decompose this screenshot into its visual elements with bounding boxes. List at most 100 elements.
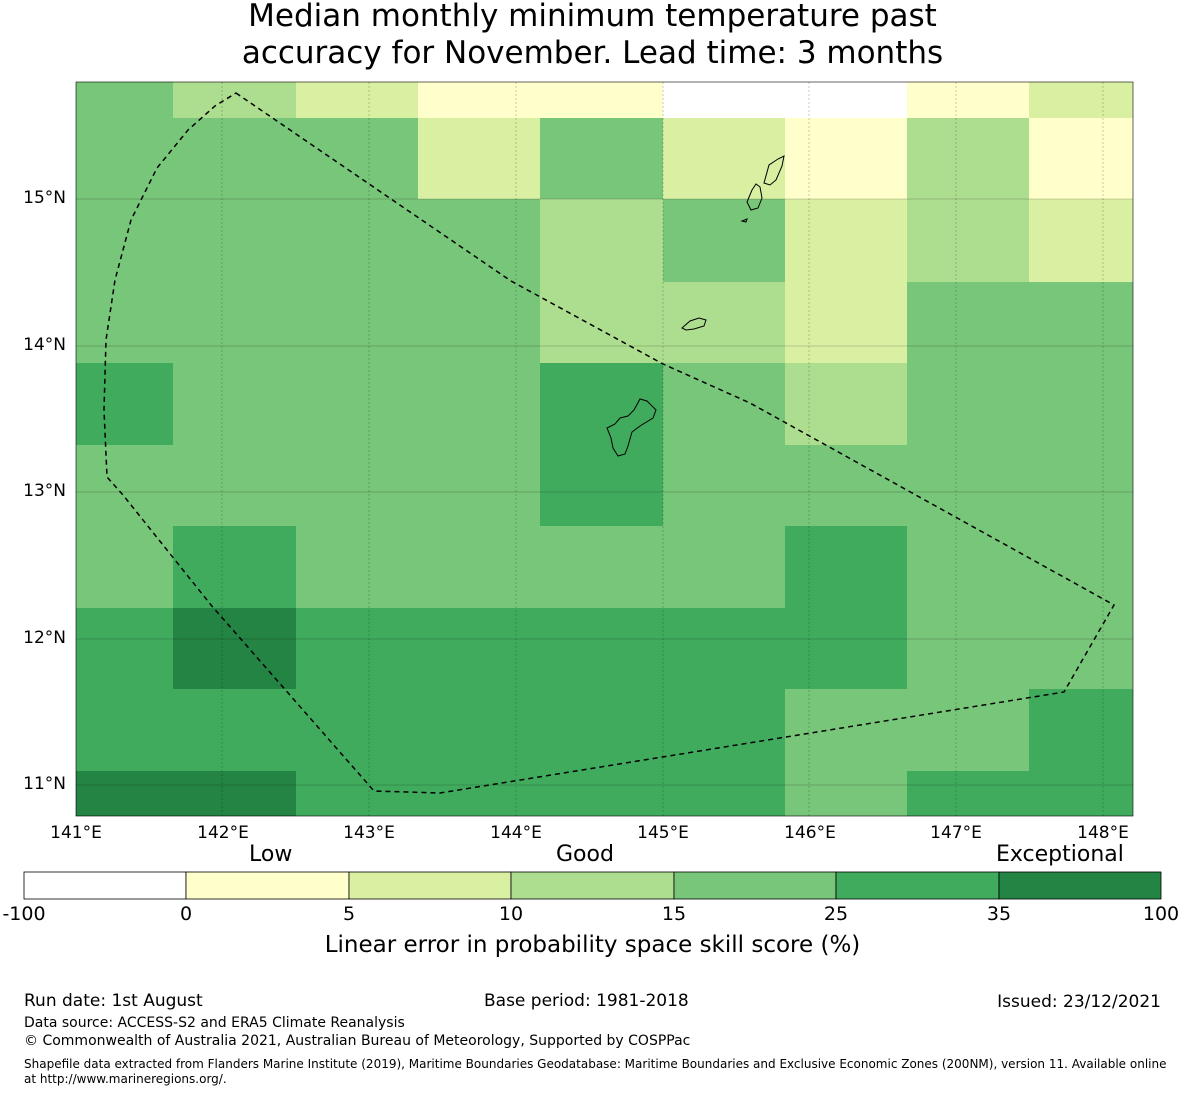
run-date: Run date: 1st August xyxy=(24,991,203,1011)
grid-cell xyxy=(418,689,540,771)
lon-label-148e: 148°E xyxy=(1077,823,1129,843)
grid-cell xyxy=(173,118,296,199)
grid-cell xyxy=(663,282,785,363)
lon-label-141e: 141°E xyxy=(50,823,102,843)
grid-cell xyxy=(663,526,785,608)
grid-cell xyxy=(540,199,663,282)
lat-label-12n: 12°N xyxy=(23,628,66,648)
issued-date: Issued: 23/12/2021 xyxy=(997,992,1161,1012)
grid-cell xyxy=(540,445,663,526)
colorbar-swatch xyxy=(23,871,187,900)
graticule xyxy=(76,82,1133,816)
grid-cell xyxy=(907,118,1029,199)
colorbar-tick: 0 xyxy=(179,903,193,925)
map-title: Median monthly minimum temperature past … xyxy=(0,0,1185,72)
grid-cell xyxy=(785,526,907,608)
grid-cell xyxy=(1029,199,1133,282)
grid-cell xyxy=(785,199,907,282)
colorbar-tick: 10 xyxy=(498,903,524,925)
tinian-island xyxy=(746,183,763,211)
lon-label-143e: 143°E xyxy=(343,823,395,843)
lon-label-142e: 142°E xyxy=(197,823,249,843)
grid-cell xyxy=(1029,608,1133,689)
grid-cell xyxy=(907,526,1029,608)
grid-cell xyxy=(296,608,418,689)
grid-cell xyxy=(1029,363,1133,445)
grid-cell xyxy=(540,82,663,118)
grid-cell xyxy=(173,771,296,816)
colorbar-tick: 15 xyxy=(661,903,687,925)
grid-cell xyxy=(173,282,296,363)
grid-cell xyxy=(76,199,173,282)
grid-cell xyxy=(296,82,418,118)
grid-cell xyxy=(296,118,418,199)
grid-cell xyxy=(785,282,907,363)
grid-cell xyxy=(663,82,785,118)
shapefile-credit-line-2: at http://www.marineregions.org/. xyxy=(24,1072,227,1086)
grid-cell xyxy=(173,363,296,445)
grid-cell xyxy=(663,445,785,526)
grid-cell xyxy=(296,282,418,363)
grid-cell xyxy=(296,526,418,608)
title-line-2: accuracy for November. Lead time: 3 mont… xyxy=(241,35,944,71)
lon-label-145e: 145°E xyxy=(637,823,689,843)
grid-cell xyxy=(418,199,540,282)
grid-cell xyxy=(76,608,173,689)
colorbar-swatch xyxy=(998,871,1162,900)
lon-label-144e: 144°E xyxy=(490,823,542,843)
band-label-exceptional: Exceptional xyxy=(996,842,1124,867)
grid-cell xyxy=(418,608,540,689)
grid-cell xyxy=(296,445,418,526)
colorbar-tick: 100 xyxy=(1142,903,1180,925)
lat-label-11n: 11°N xyxy=(23,774,66,794)
band-label-good: Good xyxy=(556,842,614,867)
grid-cell xyxy=(785,363,907,445)
grid-cell xyxy=(540,608,663,689)
grid-cell xyxy=(785,118,907,199)
lat-label-14n: 14°N xyxy=(23,335,66,355)
grid-cell xyxy=(76,771,173,816)
colorbar-swatch xyxy=(185,871,350,900)
shapefile-credit-line-1: Shapefile data extracted from Flanders M… xyxy=(24,1057,1167,1071)
island-outlines xyxy=(606,155,785,457)
grid-cell xyxy=(540,771,663,816)
grid-cell xyxy=(418,118,540,199)
grid-cell xyxy=(1029,689,1133,771)
grid-cell xyxy=(1029,771,1133,816)
grid-cell xyxy=(418,363,540,445)
colorbar-tick: -100 xyxy=(2,903,46,925)
grid-cell xyxy=(173,608,296,689)
grid-cell xyxy=(76,445,173,526)
lon-label-146e: 146°E xyxy=(784,823,836,843)
grid-cell xyxy=(663,199,785,282)
grid-cell xyxy=(540,363,663,445)
grid-cell xyxy=(76,118,173,199)
grid-cell xyxy=(663,771,785,816)
grid-cell xyxy=(907,608,1029,689)
grid-cell xyxy=(785,771,907,816)
grid-cell xyxy=(418,771,540,816)
grid-cell xyxy=(173,445,296,526)
grid-cell xyxy=(785,608,907,689)
grid-cell xyxy=(785,689,907,771)
shapefile-credit: Shapefile data extracted from Flanders M… xyxy=(24,1057,1174,1087)
colorbar xyxy=(23,871,1162,900)
colorbar-swatch xyxy=(835,871,1000,900)
grid-cell xyxy=(1029,82,1133,118)
grid-cell xyxy=(785,445,907,526)
grid-cell xyxy=(663,118,785,199)
colorbar-swatch xyxy=(510,871,675,900)
grid-cell xyxy=(540,282,663,363)
grid-cell xyxy=(785,82,907,118)
grid-cell xyxy=(76,689,173,771)
grid-cell xyxy=(907,82,1029,118)
data-source: Data source: ACCESS-S2 and ERA5 Climate … xyxy=(24,1015,405,1031)
grid-cell xyxy=(76,363,173,445)
grid-cell xyxy=(173,526,296,608)
rota-island xyxy=(681,317,707,331)
base-period: Base period: 1981-2018 xyxy=(484,991,689,1011)
grid-cell xyxy=(76,526,173,608)
grid-cell xyxy=(540,526,663,608)
grid-cell xyxy=(663,608,785,689)
grid-cell xyxy=(1029,118,1133,199)
